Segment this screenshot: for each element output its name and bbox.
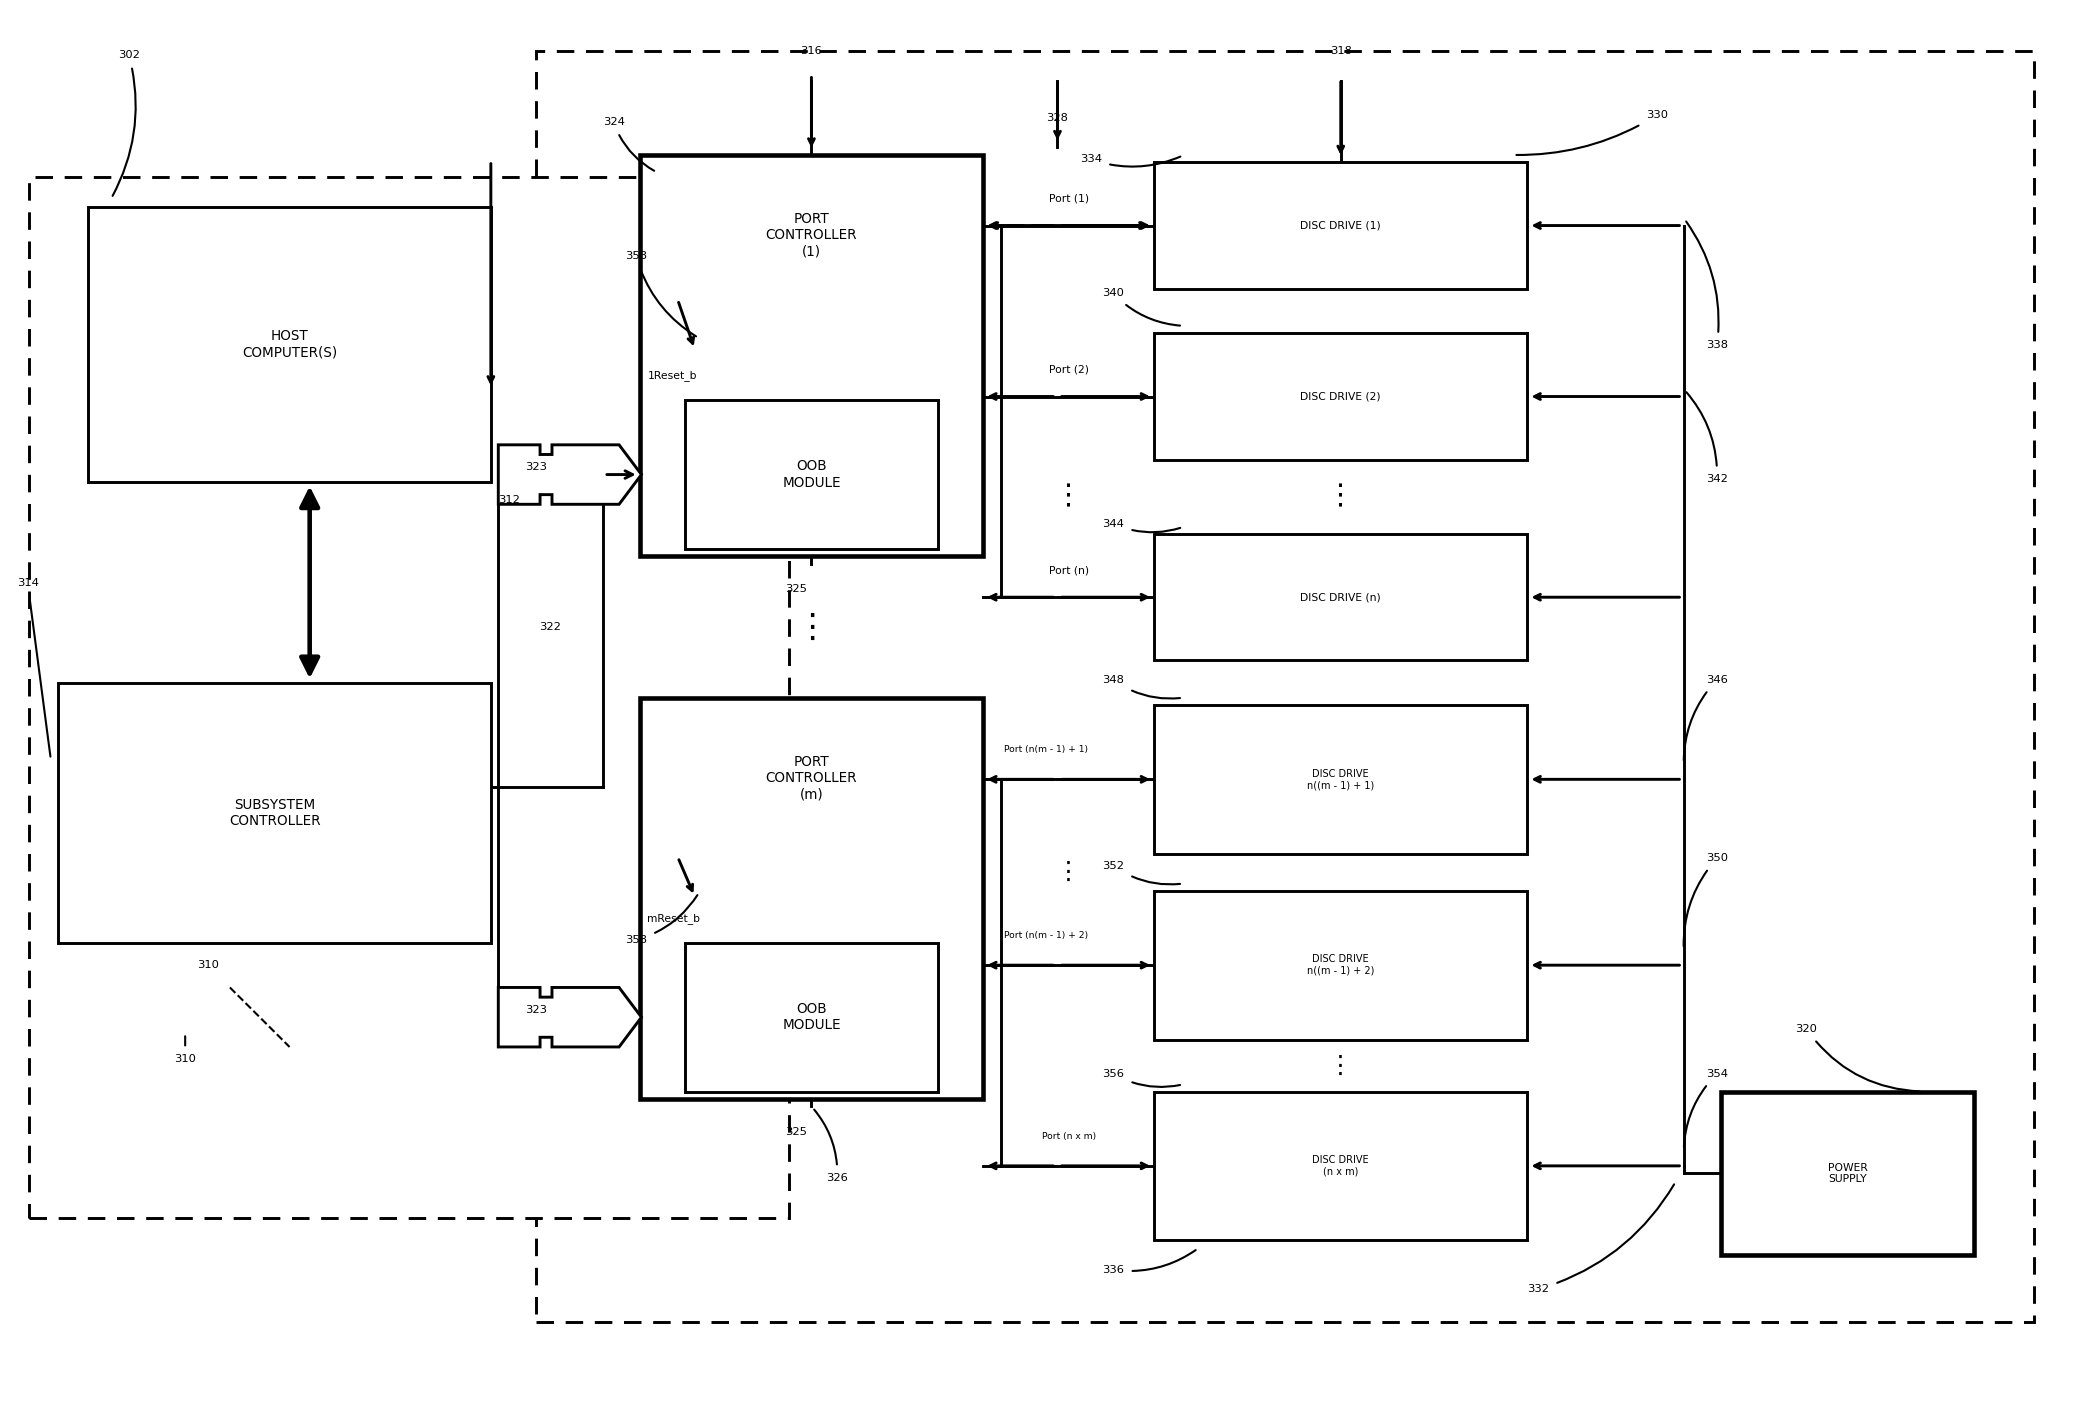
Text: PORT
CONTROLLER
(m): PORT CONTROLLER (m) [766, 754, 857, 801]
Text: 1Reset_b: 1Reset_b [647, 371, 697, 381]
Text: DISC DRIVE
n((m - 1) + 1): DISC DRIVE n((m - 1) + 1) [1306, 768, 1373, 790]
Text: Port (n(m - 1) + 2): Port (n(m - 1) + 2) [1004, 931, 1088, 940]
Text: 310: 310 [174, 1036, 195, 1063]
Bar [536, 51, 2035, 1323]
Text: Port (2): Port (2) [1048, 365, 1088, 375]
Text: 342: 342 [1686, 392, 1728, 484]
Text: ⋮: ⋮ [1327, 482, 1354, 510]
Text: POWER
SUPPLY: POWER SUPPLY [1827, 1162, 1867, 1184]
Bar [88, 207, 491, 482]
Bar [1155, 891, 1527, 1039]
Text: 302: 302 [113, 51, 141, 196]
Text: 340: 340 [1102, 288, 1180, 326]
Bar [1155, 705, 1527, 853]
Text: 332: 332 [1527, 1184, 1674, 1294]
Text: 328: 328 [1046, 113, 1069, 123]
Text: 344: 344 [1102, 519, 1180, 533]
Text: 338: 338 [1686, 221, 1728, 350]
Text: 310: 310 [197, 960, 218, 970]
Text: SUBSYSTEM
CONTROLLER: SUBSYSTEM CONTROLLER [229, 798, 321, 828]
Text: 312: 312 [498, 495, 519, 505]
Text: OOB
MODULE: OOB MODULE [781, 1003, 840, 1032]
Text: 320: 320 [1796, 1024, 1919, 1091]
Text: ⋮: ⋮ [794, 611, 827, 643]
Text: 318: 318 [1329, 47, 1352, 56]
Bar [1722, 1091, 1974, 1255]
Text: 316: 316 [800, 47, 823, 56]
Text: DISC DRIVE
(n x m): DISC DRIVE (n x m) [1312, 1155, 1369, 1177]
Text: 322: 322 [540, 622, 561, 632]
Bar [685, 400, 939, 548]
Bar [29, 178, 790, 1218]
Text: DISC DRIVE (n): DISC DRIVE (n) [1300, 592, 1382, 602]
Polygon shape [498, 444, 640, 505]
Text: mReset_b: mReset_b [647, 912, 701, 924]
Text: Port (1): Port (1) [1048, 193, 1088, 204]
Bar [59, 682, 491, 943]
Text: ⋮: ⋮ [1054, 482, 1084, 510]
Text: HOST
COMPUTER(S): HOST COMPUTER(S) [242, 330, 338, 360]
Text: 346: 346 [1684, 675, 1728, 760]
Text: 324: 324 [603, 117, 655, 171]
Text: 358: 358 [626, 895, 697, 945]
Text: 323: 323 [525, 462, 546, 472]
Text: 326: 326 [815, 1110, 848, 1183]
Text: DISC DRIVE (1): DISC DRIVE (1) [1300, 220, 1382, 231]
Text: PORT
CONTROLLER
(1): PORT CONTROLLER (1) [766, 212, 857, 258]
Text: Port (n(m - 1) + 1): Port (n(m - 1) + 1) [1004, 744, 1088, 754]
Text: Port (n x m): Port (n x m) [1042, 1132, 1096, 1141]
Text: ⋮: ⋮ [1329, 1053, 1352, 1077]
Text: 350: 350 [1684, 853, 1728, 946]
Text: 348: 348 [1102, 675, 1180, 698]
Text: 354: 354 [1684, 1069, 1728, 1146]
Bar [640, 155, 983, 557]
Text: 336: 336 [1102, 1251, 1195, 1275]
Text: 330: 330 [1516, 110, 1667, 155]
Text: 325: 325 [785, 584, 808, 594]
Text: DISC DRIVE
n((m - 1) + 2): DISC DRIVE n((m - 1) + 2) [1306, 955, 1373, 976]
Text: 314: 314 [17, 578, 50, 757]
Text: 323: 323 [525, 1005, 546, 1015]
Text: 334: 334 [1079, 154, 1180, 166]
Polygon shape [498, 987, 640, 1048]
Bar [1155, 162, 1527, 289]
Bar [1155, 1091, 1527, 1241]
Text: DISC DRIVE (2): DISC DRIVE (2) [1300, 392, 1382, 402]
Text: OOB
MODULE: OOB MODULE [781, 460, 840, 489]
Text: 358: 358 [626, 251, 695, 337]
Text: 356: 356 [1102, 1069, 1180, 1087]
Text: ⋮: ⋮ [1056, 860, 1082, 884]
Bar [1155, 333, 1527, 460]
Text: 325: 325 [785, 1127, 808, 1136]
Bar [1155, 534, 1527, 660]
Text: Port (n): Port (n) [1048, 565, 1088, 575]
Text: 352: 352 [1102, 860, 1180, 884]
Bar [640, 698, 983, 1098]
Bar [685, 943, 939, 1091]
